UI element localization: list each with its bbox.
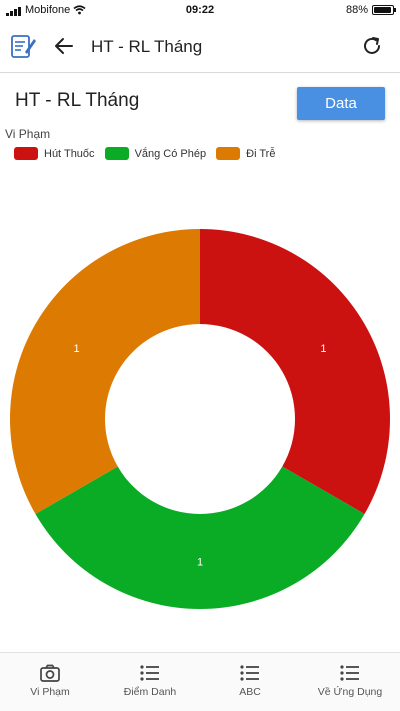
donut-chart: 1 1 1 [10, 229, 390, 610]
chart-legend: Hút Thuốc Vắng Có Phép Đi Trễ [14, 147, 285, 160]
legend-swatch [14, 147, 38, 160]
list-icon [340, 665, 359, 681]
clock: 09:22 [185, 4, 215, 16]
nav-item-diem-danh[interactable]: Điểm Danh [100, 653, 200, 711]
nav-label: Về Ứng Dụng [317, 686, 383, 698]
app-bar-title: HT - RL Tháng [91, 37, 203, 56]
nav-item-abc[interactable]: ABC [200, 653, 300, 711]
data-button[interactable]: Data [297, 87, 385, 120]
list-icon [240, 665, 259, 681]
notes-icon [11, 35, 36, 58]
battery-group: 88% [345, 4, 396, 16]
battery-icon [372, 5, 396, 15]
donut-slice-di-tre[interactable] [10, 229, 201, 514]
donut-slice-hut-thuoc[interactable] [200, 229, 390, 514]
legend-item-di-tre[interactable]: Đi Trễ [216, 147, 275, 160]
status-bar: Mobifone 09:22 88% [0, 0, 400, 22]
donut-value-label: 1 [197, 557, 203, 569]
legend-item-hut-thuoc[interactable]: Hút Thuốc [14, 147, 95, 160]
refresh-icon[interactable] [360, 34, 384, 58]
nav-item-ve-ung-dung[interactable]: Về Ứng Dụng [300, 653, 400, 711]
carrier-name: Mobifone [25, 4, 71, 16]
wifi-icon [73, 5, 86, 15]
donut-value-label: 1 [320, 343, 326, 355]
donut-value-label: 1 [74, 343, 80, 355]
arrow-left-icon[interactable] [52, 34, 76, 58]
camera-icon [40, 664, 60, 682]
legend-swatch [104, 147, 129, 160]
chart-dataset-label: Vi Phạm [5, 127, 51, 141]
carrier-group: Mobifone [6, 4, 86, 16]
legend-label: Hút Thuốc [44, 147, 95, 160]
legend-item-vang-co-phep[interactable]: Vắng Có Phép [104, 147, 207, 160]
bottom-nav: Vi Phạm Điểm Danh ABC Về Ứng Dụng [0, 652, 400, 711]
page-title: HT - RL Tháng [15, 90, 140, 111]
battery-percent: 88% [345, 4, 368, 16]
nav-label: Vi Phạm [30, 686, 70, 698]
legend-label: Đi Trễ [246, 147, 276, 160]
list-icon [140, 665, 159, 681]
legend-label: Vắng Có Phép [134, 147, 207, 160]
legend-swatch [216, 147, 241, 160]
nav-label: Điểm Danh [123, 686, 177, 698]
donut-slice-vang-co-phep[interactable] [35, 466, 365, 610]
nav-item-vi-pham[interactable]: Vi Phạm [0, 653, 100, 711]
app-bar: HT - RL Tháng [0, 22, 400, 73]
nav-label: ABC [239, 686, 261, 698]
signal-icon [6, 4, 22, 16]
